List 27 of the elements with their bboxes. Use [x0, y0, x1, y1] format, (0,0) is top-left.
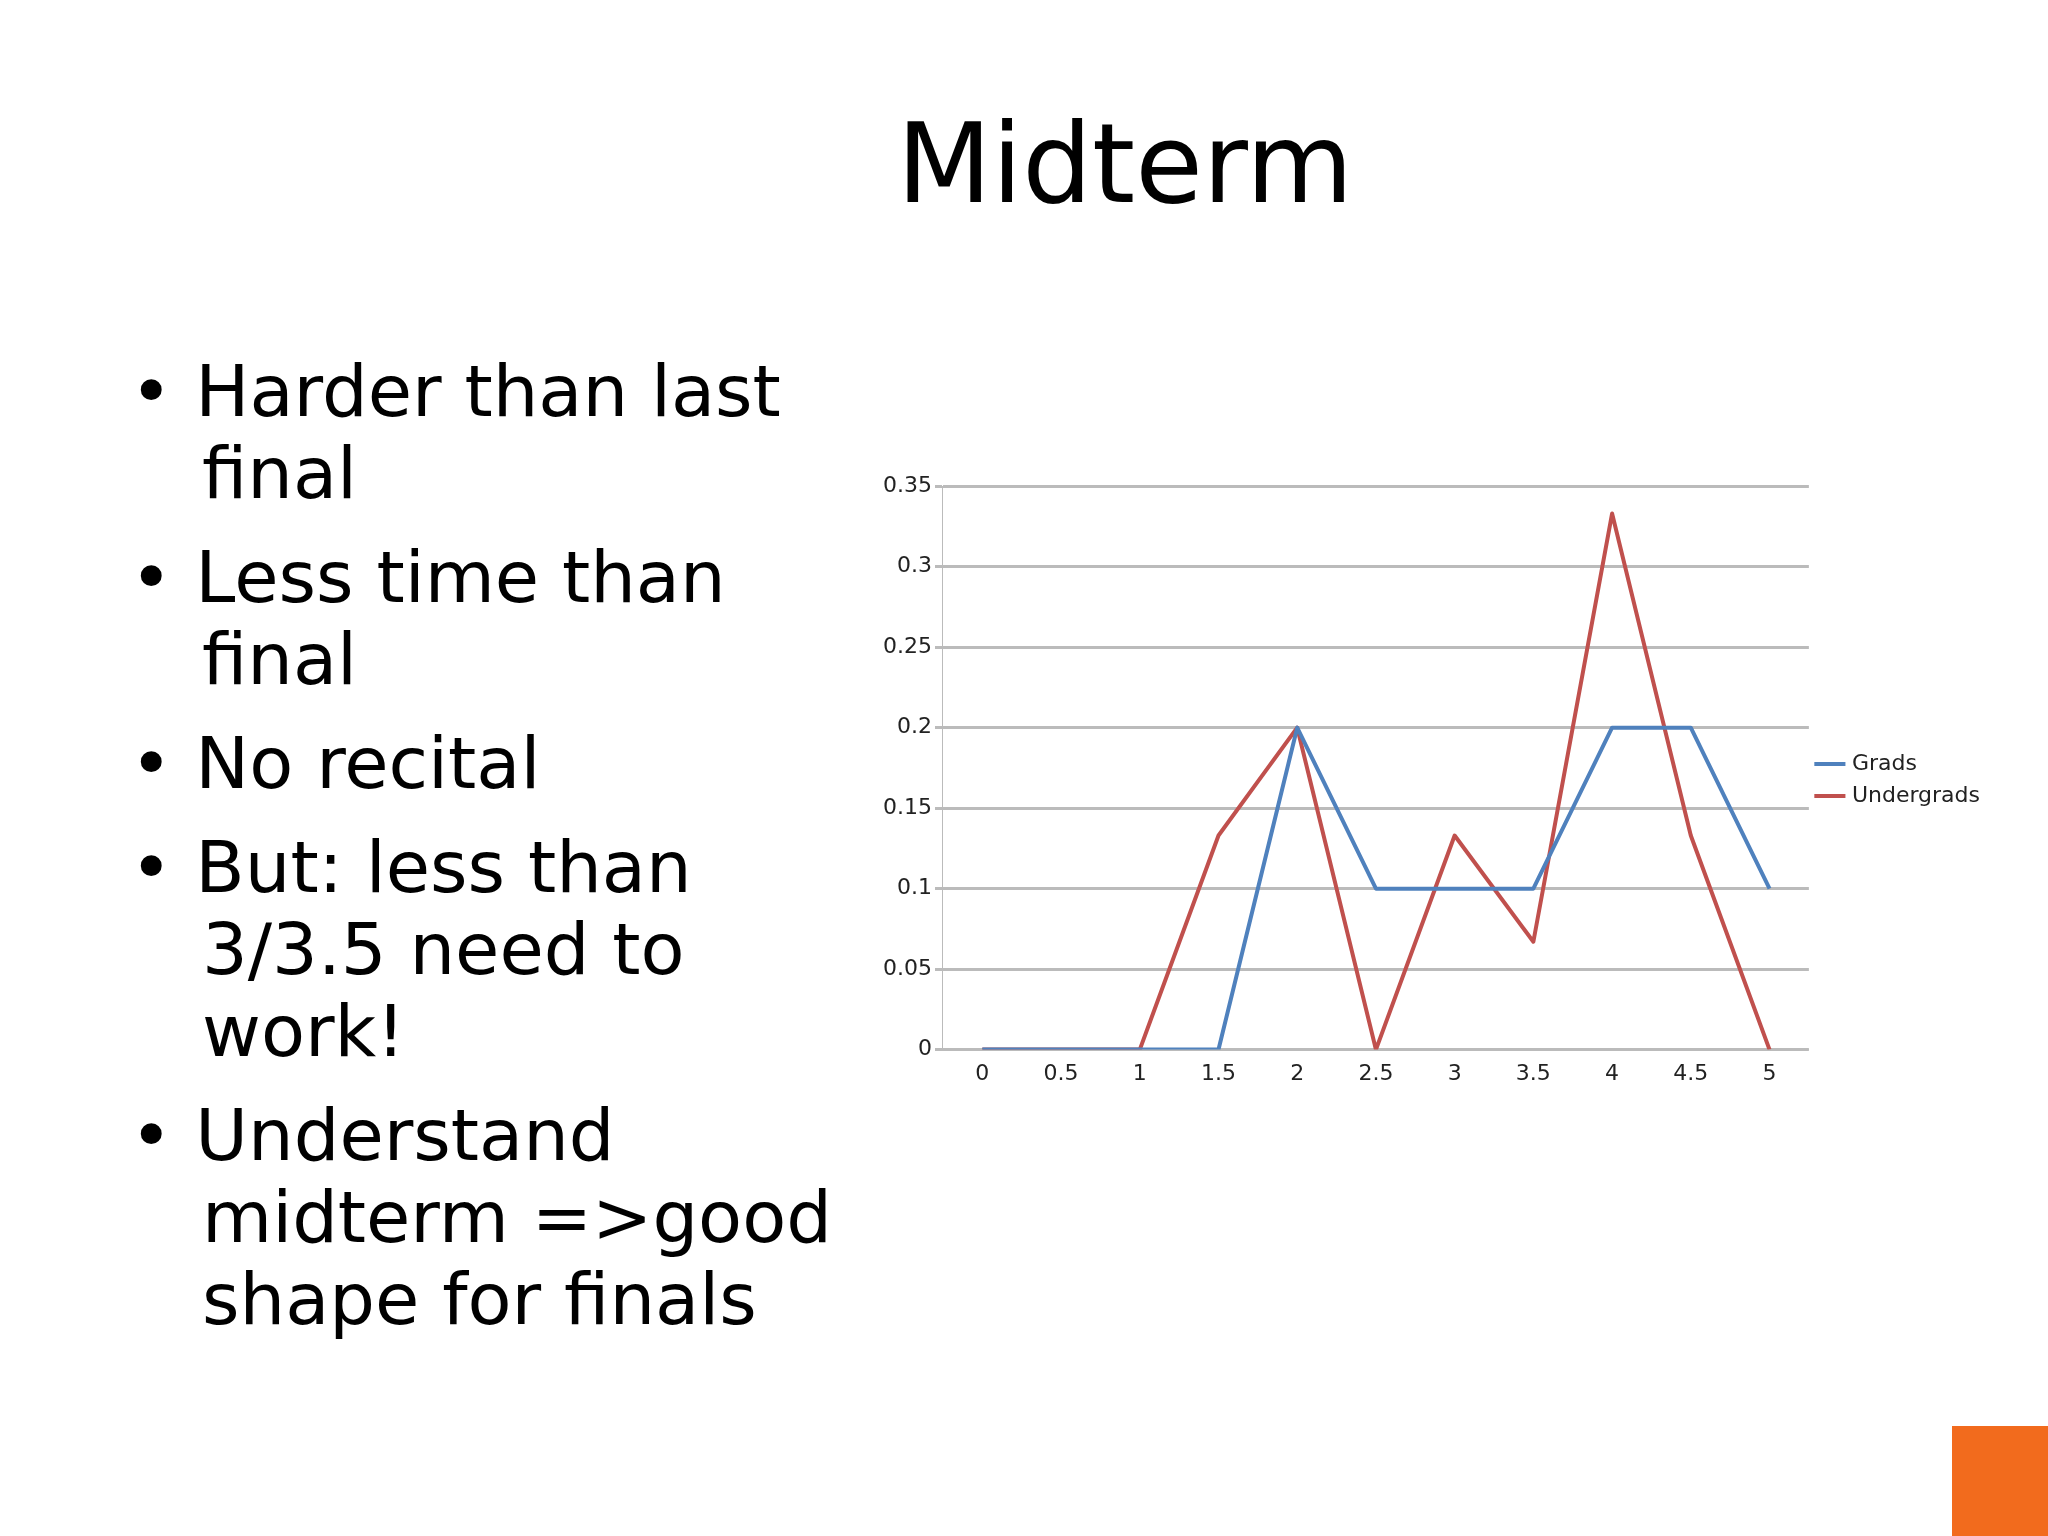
x-tick-label: 3.5: [1515, 1059, 1551, 1085]
y-tick-label: 0.15: [883, 793, 932, 819]
y-tick-label: 0.25: [883, 632, 932, 658]
y-tick-label: 0.3: [896, 552, 932, 578]
text: • But: less than 3/3.5 need to work!: [130, 825, 693, 1073]
text: • Less time than final: [130, 535, 727, 701]
text: • Understand midterm =>good shape for finals: [130, 1093, 833, 1341]
x-tick-label: 0.5: [1043, 1059, 1079, 1085]
legend-label: Grads: [1851, 749, 1917, 775]
y-tick-label: 0: [917, 1035, 932, 1061]
legend-label: Undergrads: [1851, 781, 1980, 807]
y-tick-label: 0.1: [896, 874, 932, 900]
chart-title: Midterm: [895, 100, 1355, 228]
x-tick-label: 3: [1447, 1059, 1462, 1085]
x-tick-label: 1: [1132, 1059, 1147, 1085]
text: • No recital: [130, 721, 542, 805]
x-tick-label: 4: [1605, 1059, 1620, 1085]
y-tick-label: 0.2: [896, 713, 932, 739]
x-tick-label: 4.5: [1673, 1059, 1709, 1085]
x-tick-label: 2: [1290, 1059, 1305, 1085]
x-tick-label: 2.5: [1358, 1059, 1394, 1085]
y-tick-label: 0.05: [883, 954, 932, 980]
y-tick-label: 0.35: [883, 471, 932, 497]
x-tick-label: 5: [1762, 1059, 1777, 1085]
x-tick-label: 1.5: [1201, 1059, 1236, 1085]
x-tick-label: 0: [975, 1059, 990, 1085]
text: • Harder than last final: [130, 349, 782, 515]
